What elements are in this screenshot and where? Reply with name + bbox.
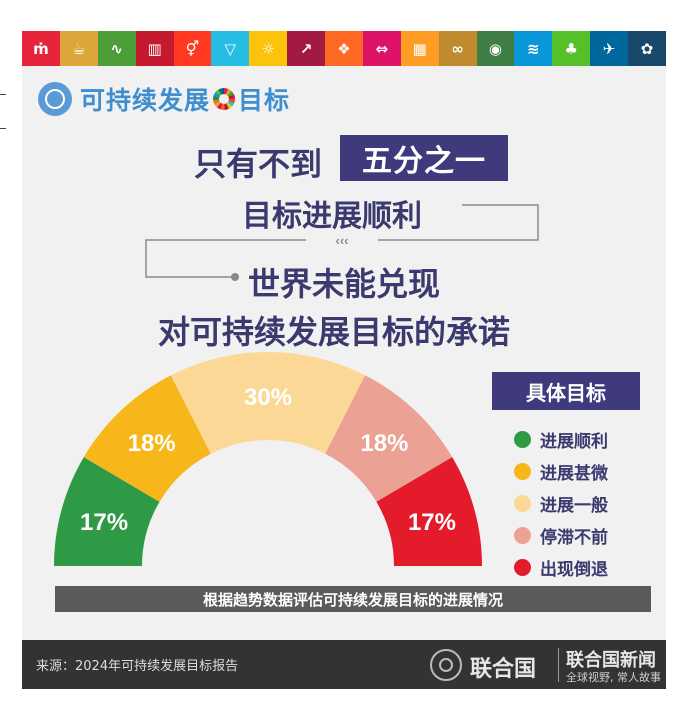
- peace-justice-icon: ✈: [590, 31, 628, 66]
- logo-text-sustainable: 可持续发展: [80, 86, 211, 115]
- headline-highlight: 五分之一: [340, 135, 508, 181]
- donut-segment: [83, 375, 211, 502]
- headline-line3: 世界未能兑现: [248, 265, 441, 303]
- legend-swatch: [514, 527, 531, 544]
- decent-work-icon: ↗: [287, 31, 325, 66]
- infographic-card: ṁ ☕ ∿ ▥ ⚥ ▽ ☼ ↗ ❖ ⇔ ▦ ∞ ◉ ≋ ♣ ✈ ✿ 可持续发展 目标 ‹‹‹ 只有不到 五分之一…: [22, 31, 666, 689]
- responsible-consumption-icon: ∞: [438, 31, 477, 66]
- headline-line1: 只有不到: [194, 145, 323, 183]
- footer-org-name: 联合国: [470, 657, 537, 682]
- chart-caption: 根据趋势数据评估可持续发展目标的进展情况: [55, 586, 651, 612]
- legend-item: 出现倒退: [514, 555, 608, 580]
- clean-water-icon: ▽: [211, 31, 250, 66]
- sdg-wheel-icon: [213, 88, 236, 110]
- legend-swatch: [514, 495, 531, 512]
- connector-lines: ‹‹‹: [145, 204, 539, 281]
- sustainable-cities-icon: ▦: [400, 31, 439, 66]
- donut-segment: [376, 457, 482, 566]
- donut-segment: [170, 352, 366, 454]
- donut-data-label: 17%: [80, 509, 128, 536]
- legend-swatch: [514, 559, 531, 576]
- footer-news-title: 联合国新闻: [566, 650, 656, 671]
- donut-data-label: 18%: [128, 430, 176, 457]
- donut-data-label: 17%: [408, 509, 456, 536]
- legend-item: 停滞不前: [514, 523, 608, 548]
- connector-arrows-icon: ‹‹‹: [336, 233, 349, 248]
- good-health-icon: ∿: [97, 31, 136, 66]
- legend-label: 停滞不前: [540, 528, 608, 548]
- edge-mark-bottom: [0, 128, 6, 129]
- edge-mark-top: [0, 94, 6, 95]
- legend-label: 进展一般: [540, 496, 608, 516]
- gender-equality-icon: ⚥: [173, 31, 212, 66]
- progress-half-donut-chart: 17% 18% 30% 18% 17%: [54, 352, 482, 566]
- quality-education-icon: ▥: [135, 31, 174, 66]
- climate-action-icon: ◉: [476, 31, 515, 66]
- donut-data-label: 18%: [360, 430, 408, 457]
- donut-data-label: 30%: [244, 384, 292, 411]
- life-below-water-icon: ≋: [514, 31, 553, 66]
- life-on-land-icon: ♣: [552, 31, 591, 66]
- footer-divider: [558, 648, 559, 682]
- headline-line4: 对可持续发展目标的承诺: [158, 313, 511, 351]
- legend-label: 出现倒退: [540, 560, 608, 580]
- industry-innovation-icon: ❖: [325, 31, 363, 66]
- legend-label: 进展甚微: [540, 464, 608, 484]
- footer-tagline: 全球视野, 常人故事: [566, 671, 661, 684]
- source-text: 来源：2024年可持续发展目标报告: [36, 659, 239, 674]
- legend-swatch: [514, 431, 531, 448]
- zero-hunger-icon: ☕: [59, 31, 98, 66]
- sdg-logo: 可持续发展 目标: [38, 81, 290, 117]
- clean-energy-icon: ☼: [249, 31, 288, 66]
- donut-segment: [54, 457, 160, 566]
- connector-line-right: [378, 204, 539, 241]
- legend-title: 具体目标: [492, 372, 640, 410]
- un-emblem-icon: [38, 82, 72, 116]
- reduced-inequalities-icon: ⇔: [362, 31, 401, 66]
- un-emblem-footer-icon: [430, 649, 462, 681]
- connector-line-left: [145, 239, 306, 278]
- no-poverty-icon: ṁ: [22, 31, 60, 66]
- connector-dot: [231, 273, 239, 281]
- legend-item: 进展甚微: [514, 459, 608, 484]
- sdg-icon-strip: ṁ ☕ ∿ ▥ ⚥ ▽ ☼ ↗ ❖ ⇔ ▦ ∞ ◉ ≋ ♣ ✈ ✿: [22, 31, 666, 66]
- legend-label: 进展顺利: [540, 432, 608, 452]
- logo-text-goals: 目标: [238, 86, 291, 115]
- partnerships-icon: ✿: [628, 31, 666, 66]
- legend-swatch: [514, 463, 531, 480]
- legend-item: 进展一般: [514, 491, 608, 516]
- legend-item: 进展顺利: [514, 427, 608, 452]
- footer: 来源：2024年可持续发展目标报告 联合国 联合国新闻 全球视野, 常人故事: [22, 640, 666, 689]
- donut-segment: [325, 375, 453, 502]
- headline-line2: 目标进展顺利: [242, 199, 422, 234]
